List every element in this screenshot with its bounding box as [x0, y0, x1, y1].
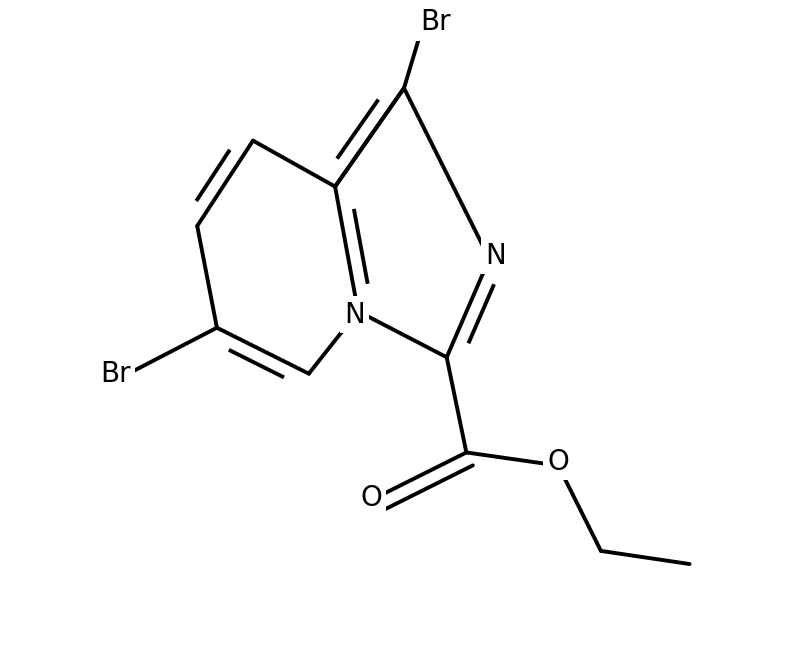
- Text: Br: Br: [420, 9, 451, 36]
- Text: O: O: [360, 485, 382, 512]
- Text: Br: Br: [100, 359, 130, 388]
- Text: O: O: [547, 448, 569, 476]
- Text: N: N: [486, 242, 507, 269]
- Text: N: N: [344, 301, 365, 328]
